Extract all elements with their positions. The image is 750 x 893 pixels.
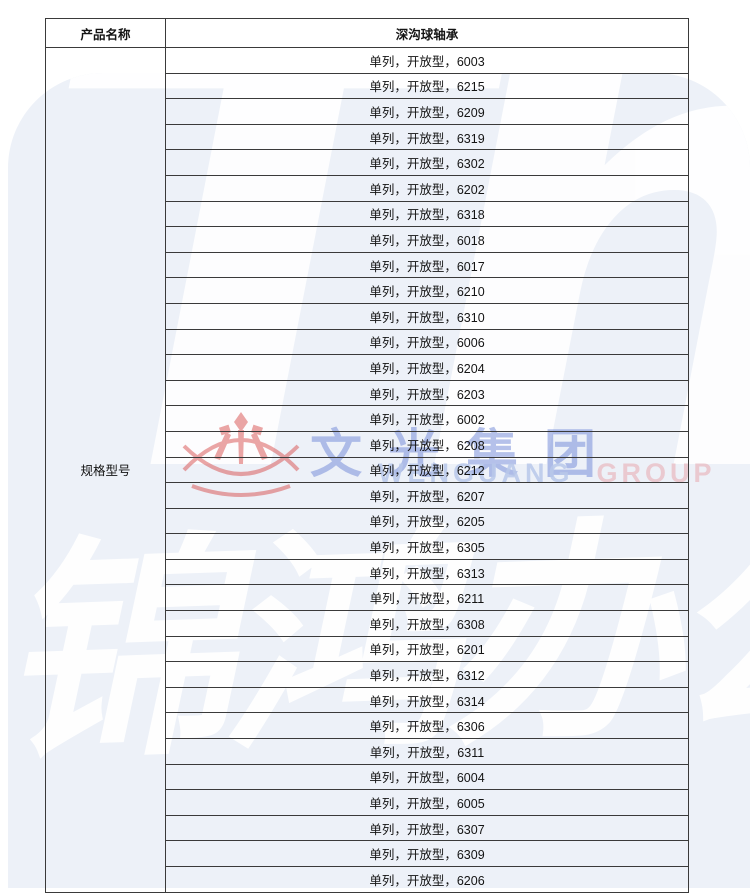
table-row: 单列，开放型，6305 [46, 533, 689, 560]
spec-value-cell: 单列，开放型，6017 [165, 251, 689, 279]
spec-value-cell: 单列，开放型，6208 [165, 430, 689, 458]
spec-value-cell: 单列，开放型，6210 [165, 277, 689, 304]
table-row: 单列，开放型，6203 [46, 379, 689, 407]
table-row: 规格型号 单列，开放型，6003 [45, 47, 689, 893]
spec-value-cell: 单列，开放型，6204 [165, 354, 689, 381]
table-row: 单列，开放型，6302 [46, 149, 689, 176]
spec-value-cell: 单列，开放型，6202 [165, 174, 689, 202]
spec-value-cell: 单列，开放型，6318 [165, 200, 689, 228]
spec-value-cell: 单列，开放型，6212 [165, 456, 689, 484]
spec-value-cell: 单列，开放型，6209 [165, 98, 689, 125]
spec-value-cell: 单列，开放型，6005 [165, 789, 689, 816]
spec-value-cell: 单列，开放型，6211 [165, 584, 689, 612]
product-name-header-cell: 产品名称 [45, 18, 166, 48]
table-row: 单列，开放型，6210 [46, 277, 689, 304]
table-row: 单列，开放型，6307 [46, 814, 689, 842]
table-header-row: 产品名称 深沟球轴承 [45, 18, 689, 48]
spec-value-cell: 单列，开放型，6201 [165, 635, 689, 663]
table-row: 单列，开放型，6208 [46, 430, 689, 458]
table-row: 单列，开放型，6318 [46, 200, 689, 228]
spec-row-label-cell: 规格型号 [45, 47, 166, 893]
table-row: 单列，开放型，6201 [46, 635, 689, 663]
table-row: 单列，开放型，6313 [46, 558, 689, 586]
spec-value-cell: 单列，开放型，6311 [165, 738, 689, 765]
table-row: 单列，开放型，6314 [46, 686, 689, 714]
spec-value-cell: 单列，开放型，6006 [165, 328, 689, 356]
product-name-value-cell: 深沟球轴承 [165, 18, 689, 48]
table-row: 单列，开放型，6308 [46, 610, 689, 637]
spec-value-cell: 单列，开放型，6203 [165, 379, 689, 407]
table-row: 单列，开放型，6215 [46, 72, 689, 100]
spec-value-cell: 单列，开放型，6004 [165, 763, 689, 791]
spec-value-cell: 单列，开放型，6310 [165, 302, 689, 330]
spec-value-cell: 单列，开放型，6207 [165, 482, 689, 509]
table-row: 单列，开放型，6211 [46, 584, 689, 612]
spec-value-cell: 单列，开放型，6215 [165, 72, 689, 100]
spec-value-cell: 单列，开放型，6306 [165, 712, 689, 740]
spec-value-cell: 单列，开放型，6002 [165, 405, 689, 432]
product-spec-table: 产品名称 深沟球轴承 规格型号 单列，开放型，6003 单列，开放型，6215 单列，… [45, 18, 689, 893]
spec-value-cell: 单列，开放型，6206 [165, 866, 689, 893]
table-row: 单列，开放型，6309 [46, 840, 689, 867]
spec-value-cell: 单列，开放型，6003 [165, 47, 689, 74]
spec-value-cell: 单列，开放型，6308 [165, 610, 689, 637]
spec-value-cell: 单列，开放型，6205 [165, 507, 689, 535]
table-row: 单列，开放型，6205 [46, 507, 689, 535]
spec-value-cell: 单列，开放型，6319 [165, 123, 689, 151]
spec-value-cell: 单列，开放型，6309 [165, 840, 689, 867]
table-row: 单列，开放型，6311 [46, 738, 689, 765]
spec-value-cell: 单列，开放型，6302 [165, 149, 689, 176]
spec-value-cell: 单列，开放型，6305 [165, 533, 689, 560]
spec-value-cell: 单列，开放型，6312 [165, 661, 689, 688]
spec-value-cell: 单列，开放型，6018 [165, 226, 689, 253]
spec-value-cell: 单列，开放型，6314 [165, 686, 689, 714]
table-row: 单列，开放型，6018 [46, 226, 689, 253]
table-row: 单列，开放型，6310 [46, 302, 689, 330]
table-row: 单列，开放型，6002 [46, 405, 689, 432]
spec-value-cell: 单列，开放型，6307 [165, 814, 689, 842]
spec-value-cell: 单列，开放型，6313 [165, 558, 689, 586]
table-row: 单列，开放型，6212 [46, 456, 689, 484]
table-row: 单列，开放型，6202 [46, 174, 689, 202]
table-row: 单列，开放型，6017 [46, 251, 689, 279]
